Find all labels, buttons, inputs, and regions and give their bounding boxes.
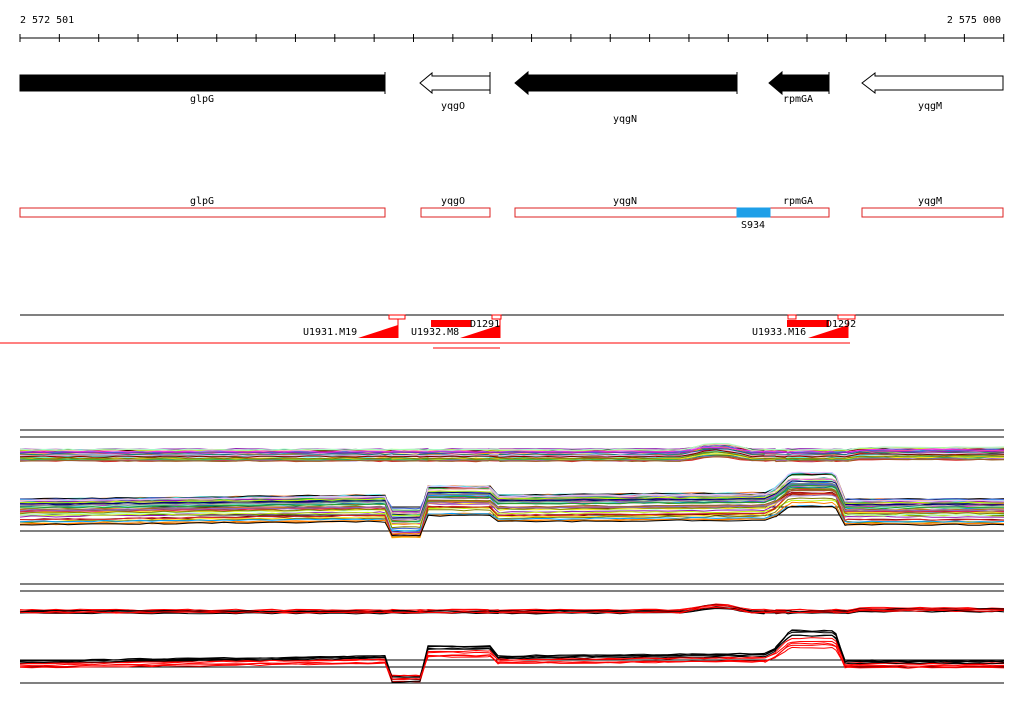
segment-label-U1931.M19: U1931.M19 <box>303 327 357 338</box>
panel1-lower-traces <box>19 471 1005 539</box>
expression-trace <box>19 643 1005 680</box>
annotation-label-rpmGA: rpmGA <box>783 196 813 207</box>
expression-trace <box>19 482 1005 520</box>
gene-label-rpmGA: rpmGA <box>783 94 813 105</box>
expression-trace <box>19 606 1005 614</box>
segment-wedge-D1292[interactable] <box>808 325 848 338</box>
expression-trace <box>19 448 1005 456</box>
expression-trace <box>19 505 1005 537</box>
gene-label-glpG: glpG <box>190 94 214 105</box>
expression-trace <box>19 447 1005 455</box>
gene-arrow-glpG[interactable] <box>19 74 386 92</box>
ruler-end-label: 2 575 000 <box>947 15 1001 26</box>
segment-marker-2 <box>491 314 502 320</box>
ruler-start-label: 2 572 501 <box>20 15 74 26</box>
annotation-box-yqgN[interactable] <box>514 207 738 218</box>
gene-label-yqgO: yqgO <box>441 101 465 112</box>
gene-arrow-yqgO[interactable] <box>419 71 491 95</box>
gene-arrow-yqgN[interactable] <box>514 70 738 96</box>
segment-marker-4 <box>837 314 856 320</box>
expression-trace <box>19 478 1005 515</box>
ruler-ticks <box>19 34 1005 42</box>
gene-label-yqgN: yqgN <box>613 114 637 125</box>
expression-trace <box>19 471 1005 518</box>
expression-trace <box>19 442 1005 451</box>
gene-label-yqgM: yqgM <box>918 101 942 112</box>
expression-trace <box>19 629 1005 680</box>
expression-trace <box>19 604 1005 614</box>
segment-label-D1292: D1292 <box>826 319 856 330</box>
expression-trace <box>19 449 1005 458</box>
expression-trace <box>20 480 1005 519</box>
expression-trace <box>19 505 1005 533</box>
segment-track: U1931.M19 U1932.M8 D1291 U1933.M16 D1292 <box>0 314 1004 349</box>
expression-panel-1 <box>19 429 1005 539</box>
gene-arrow-rpmGA[interactable] <box>768 70 830 96</box>
segment-label-U1932.M8: U1932.M8 <box>411 327 459 338</box>
expression-trace <box>19 488 1005 529</box>
expression-trace <box>19 637 1005 681</box>
annotation-box-yqgM[interactable] <box>861 207 1004 218</box>
expression-trace <box>19 484 1005 523</box>
segment-marker-1 <box>388 314 406 320</box>
segment-bar-U1932.M8[interactable] <box>431 320 471 327</box>
expression-trace <box>19 451 1005 460</box>
annotation-label-glpG: glpG <box>190 196 214 207</box>
annotation-label-yqgN: yqgN <box>613 196 637 207</box>
gene-arrow-yqgM[interactable] <box>861 71 1004 95</box>
annotation-label-yqgM: yqgM <box>918 196 942 207</box>
expression-trace <box>20 499 1005 526</box>
expression-trace <box>19 631 1005 678</box>
segment-label-D1291: D1291 <box>470 319 500 330</box>
expression-trace <box>19 449 1005 457</box>
annotation-label-yqgO: yqgO <box>441 196 465 207</box>
expression-trace <box>19 456 1005 463</box>
highlight-box-S934[interactable] <box>736 207 771 218</box>
expression-trace <box>19 494 1005 520</box>
annotation-track: glpG yqgO yqgN rpmGA S934 yqgM <box>19 196 1004 231</box>
panel2-upper-traces <box>19 603 1005 615</box>
annotation-box-glpG[interactable] <box>19 207 386 218</box>
highlight-label-S934: S934 <box>741 220 765 231</box>
segment-marker-3 <box>787 314 797 320</box>
expression-panel-2 <box>19 583 1005 684</box>
panel2-lower-traces <box>19 629 1005 683</box>
expression-trace <box>19 607 1005 615</box>
segment-bar-U1933.M16[interactable] <box>787 320 829 327</box>
annotation-box-yqgO[interactable] <box>420 207 491 218</box>
segment-wedge-U1931.M19[interactable] <box>358 325 398 338</box>
expression-trace <box>20 492 1004 536</box>
segment-label-U1933.M16: U1933.M16 <box>752 327 806 338</box>
position-ruler: 2 572 501 2 575 000 <box>19 15 1005 42</box>
gene-track: glpG yqgO yqgN rpmGA yqgM <box>19 70 1004 125</box>
expression-trace <box>19 629 1005 683</box>
segment-wedge-D1291[interactable] <box>460 325 500 338</box>
panel1-upper-traces <box>19 442 1005 463</box>
